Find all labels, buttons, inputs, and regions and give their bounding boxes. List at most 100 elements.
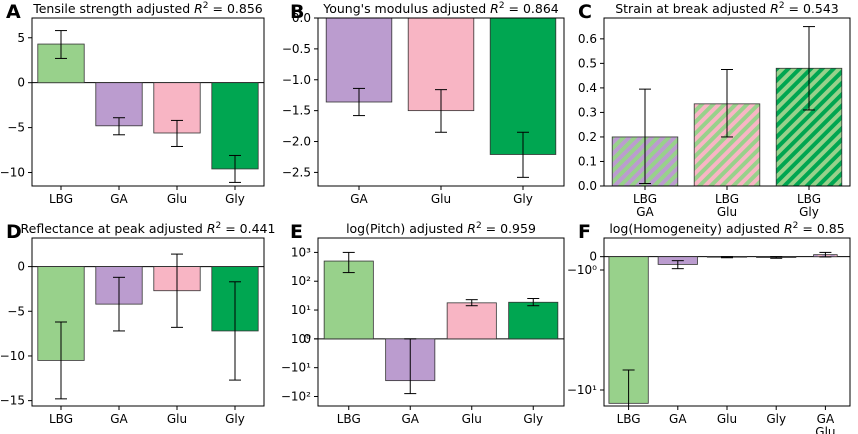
y-tick-label: 0 xyxy=(17,260,25,274)
plot-frame xyxy=(317,17,565,187)
y-tick-label: −10¹ xyxy=(281,361,311,375)
x-tick-label: LBG Gly xyxy=(797,192,821,219)
y-tick-label: 10⁰ xyxy=(291,332,311,346)
error-bar xyxy=(671,260,684,270)
x-tick-label: Gly xyxy=(513,192,533,206)
panel-title: Tensile strength adjusted R2 = 0.856 xyxy=(32,1,263,16)
bar-Glu xyxy=(446,302,497,340)
x-tick-label: GA xyxy=(110,192,128,206)
y-tick-label: −10⁰ xyxy=(567,263,597,277)
y-tick-label: 0.4 xyxy=(578,81,597,95)
x-tick-label: LBG Glu xyxy=(715,192,739,219)
y-tick-label: 0.6 xyxy=(578,32,597,46)
error-bar xyxy=(171,253,183,328)
panel-letter: C xyxy=(578,1,592,23)
plot-frame xyxy=(31,237,265,407)
error-bar xyxy=(55,321,67,400)
error-bar xyxy=(819,251,832,258)
x-tick-label: GA xyxy=(669,412,687,426)
error-bar xyxy=(113,117,125,136)
panel-title: Young's modulus adjusted R2 = 0.864 xyxy=(322,1,559,16)
panel-C: C Strain at break adjusted R2 = 0.543 0.0 0… xyxy=(578,1,851,219)
panel-B: B Young's modulus adjusted R2 = 0.864 0.0 −… xyxy=(282,1,565,206)
y-tick-label: 0.2 xyxy=(578,130,597,144)
error-bar xyxy=(435,89,447,133)
y-tick-label: −1.0 xyxy=(282,73,311,87)
y-tick-label: −2.0 xyxy=(282,135,311,149)
plot-frame xyxy=(31,17,265,187)
error-bar xyxy=(803,26,815,111)
y-tick-label: 10³ xyxy=(291,245,311,259)
error-bar xyxy=(113,276,125,332)
x-tick-label: Gly xyxy=(523,412,543,426)
x-tick-label: Glu xyxy=(167,412,187,426)
error-bar xyxy=(517,131,529,178)
bar-LBG xyxy=(323,260,374,340)
plot-frame xyxy=(603,237,851,407)
y-tick-label: −2.5 xyxy=(282,165,311,179)
y-tick-label: −5 xyxy=(7,304,25,318)
x-tick-label: Glu xyxy=(431,192,451,206)
error-bar xyxy=(55,30,67,59)
y-tick-label: 10¹ xyxy=(291,303,311,317)
error-bar xyxy=(342,251,355,274)
plot-frame xyxy=(317,237,565,407)
error-bar xyxy=(171,119,183,147)
panel-title: Reflectance at peak adjusted R2 = 0.441 xyxy=(21,221,276,236)
panel-title: log(Homogeneity) adjusted R2 = 0.85 xyxy=(609,221,844,236)
panel-A: A Tensile strength adjusted R2 = 0.856 5 0 −… xyxy=(0,1,265,206)
error-bar xyxy=(527,298,540,307)
x-tick-label: GA xyxy=(110,412,128,426)
x-tick-label: LBG GA xyxy=(633,192,657,219)
panel-title: log(Pitch) adjusted R2 = 0.959 xyxy=(346,221,536,236)
x-tick-label: Gly xyxy=(766,412,786,426)
y-tick-label: −5 xyxy=(7,121,25,135)
error-bar xyxy=(404,338,417,395)
y-tick-label: 0.3 xyxy=(578,105,597,119)
x-tick-label: Glu xyxy=(717,412,737,426)
y-tick-label: 10² xyxy=(291,274,311,288)
plot-frame xyxy=(603,17,851,187)
y-tick-label: −15 xyxy=(0,394,25,408)
y-tick-label: −10 xyxy=(0,349,25,363)
x-tick-label: LBG xyxy=(49,412,73,426)
x-tick-label: Gly xyxy=(225,192,245,206)
y-tick-label: −1.5 xyxy=(282,104,311,118)
error-bar xyxy=(639,88,651,185)
y-tick-label: −10² xyxy=(281,389,311,403)
y-tick-label: 0.1 xyxy=(578,154,597,168)
x-tick-label: Glu xyxy=(462,412,482,426)
y-tick-label: 0.5 xyxy=(578,56,597,70)
x-tick-label: LBG xyxy=(49,192,73,206)
x-tick-label: Glu xyxy=(167,192,187,206)
error-bar xyxy=(770,256,783,259)
y-tick-label: −0.5 xyxy=(282,42,311,56)
x-tick-label: GA xyxy=(401,412,419,426)
error-bar xyxy=(721,69,733,138)
x-tick-label: LBG xyxy=(337,412,361,426)
error-bar xyxy=(353,87,365,117)
x-tick-label: GA Glu xyxy=(815,412,835,434)
y-tick-label: −10¹ xyxy=(567,383,597,397)
bar-Gly xyxy=(211,82,259,170)
error-bar xyxy=(721,256,733,259)
panel-letter: A xyxy=(6,1,21,23)
x-tick-label: LBG xyxy=(617,412,641,426)
bar-Gly xyxy=(508,301,559,340)
y-tick-label: 5 xyxy=(17,31,25,45)
panel-letter: E xyxy=(290,221,303,243)
y-tick-label: −10 xyxy=(0,166,25,180)
y-tick-label: 0.0 xyxy=(292,11,311,25)
error-bar xyxy=(465,299,478,307)
y-tick-label: 0 xyxy=(17,76,25,90)
y-tick-label: 0 xyxy=(589,250,597,264)
panel-title: Strain at break adjusted R2 = 0.543 xyxy=(615,1,839,16)
error-bar xyxy=(229,281,241,381)
x-tick-label: GA xyxy=(350,192,368,206)
x-tick-label: Gly xyxy=(225,412,245,426)
panel-letter: D xyxy=(6,221,22,243)
